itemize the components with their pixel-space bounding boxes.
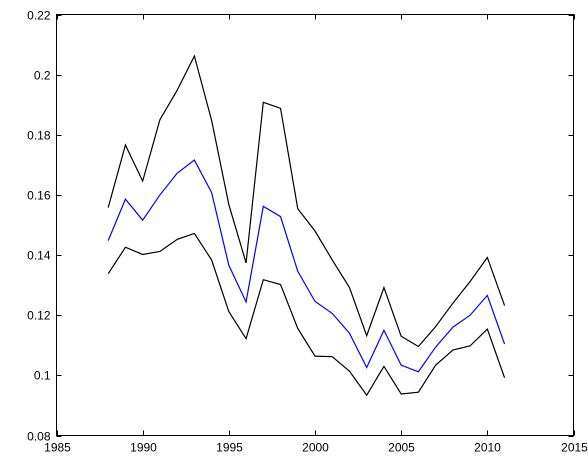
plot-area [56,14,574,436]
x-tick-label: 2015 [561,441,588,453]
x-tick-label: 1985 [44,441,71,453]
x-tick-label: 2005 [388,441,415,453]
x-tick-label: 2010 [474,441,501,453]
x-tick-label: 1990 [130,441,157,453]
upper-bound-line [107,54,506,348]
tick-labels: 1985 1990 1995 2000 2005 2010 2015 0.08 0.1 0.12 0… [27,9,588,455]
y-tick-label: 0.22 [27,9,51,23]
y-tick-label: 0.2 [34,69,51,83]
series-lines [107,54,506,397]
y-tick-label: 0.12 [27,309,51,323]
y-tick-label: 0.08 [27,430,51,444]
estimate-line [107,159,506,373]
lower-bound-line [107,232,506,397]
x-tick-label: 2000 [302,441,329,453]
y-tick-label: 0.16 [27,189,51,203]
y-tick-label: 0.14 [27,249,51,263]
y-tick-label: 0.1 [34,369,51,383]
x-tick-label: 1995 [216,441,243,453]
y-tick-label: 0.18 [27,129,51,143]
axis-ticks [56,14,575,437]
